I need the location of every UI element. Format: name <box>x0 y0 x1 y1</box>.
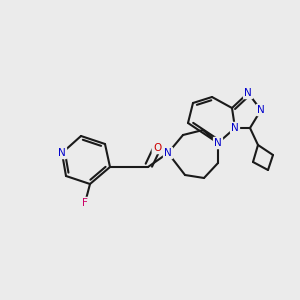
Text: O: O <box>153 143 161 153</box>
Text: N: N <box>231 123 239 133</box>
Text: N: N <box>257 105 265 115</box>
Text: N: N <box>214 138 222 148</box>
Text: N: N <box>164 148 172 158</box>
Text: N: N <box>244 88 252 98</box>
Text: F: F <box>82 198 88 208</box>
Text: N: N <box>58 148 66 158</box>
